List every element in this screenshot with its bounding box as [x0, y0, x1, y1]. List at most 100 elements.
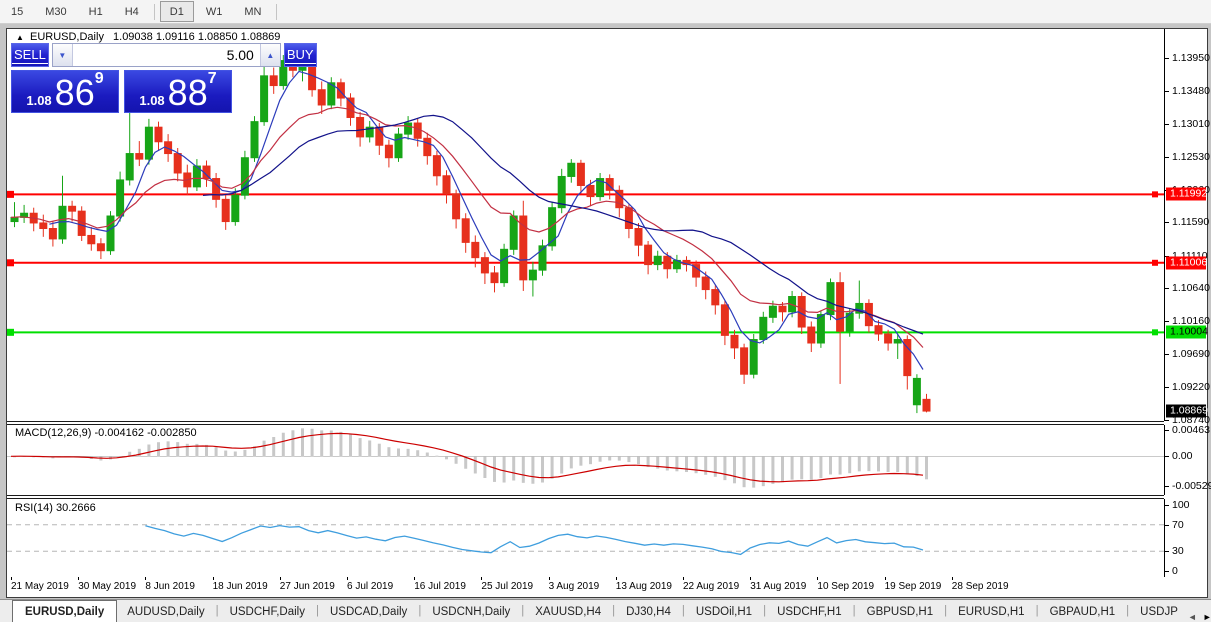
- date-tick: [750, 577, 752, 580]
- timeframe-button-15[interactable]: 15: [11, 5, 24, 18]
- macd-histogram-bar: [281, 432, 285, 457]
- chart-tab-usdcnh-daily[interactable]: USDCNH,Daily: [432, 605, 511, 618]
- candle-body: [221, 198, 230, 223]
- ma-line-sma5: [49, 70, 924, 370]
- candle-body: [87, 234, 96, 245]
- chart-tab-gbpaud-h1[interactable]: GBPAUD,H1: [1049, 605, 1116, 618]
- chart-tab-xauusd-h4[interactable]: XAUUSD,H4: [535, 605, 602, 618]
- timeframe-button-w1[interactable]: W1: [205, 5, 223, 18]
- volume-decrease-icon[interactable]: ▼: [52, 44, 73, 66]
- date-label: 13 Aug 2019: [615, 581, 672, 592]
- ma-line-sma21: [202, 114, 924, 335]
- date-label: 16 Jul 2019: [414, 581, 466, 592]
- candle-body: [538, 245, 547, 271]
- macd-histogram-bar: [637, 456, 640, 465]
- candle-body: [644, 244, 653, 266]
- volume-increase-icon[interactable]: ▲: [259, 44, 280, 66]
- candle-body: [432, 155, 441, 177]
- date-tick: [414, 577, 416, 580]
- macd-histogram-bar: [550, 456, 554, 479]
- candle-body: [778, 305, 787, 313]
- chart-tab-eurusd-daily[interactable]: EURUSD,Daily: [12, 600, 118, 622]
- macd-histogram-bar: [694, 456, 698, 474]
- chart-title: ▲ EURUSD,Daily 1.09038 1.09116 1.08850 1…: [16, 31, 280, 43]
- candle-body: [279, 60, 288, 87]
- pane-splitter[interactable]: [7, 421, 1164, 425]
- chart-tab-audusd-daily[interactable]: AUDUSD,Daily: [127, 605, 205, 618]
- candle-body: [442, 175, 451, 195]
- collapse-arrow-icon[interactable]: ▲: [16, 33, 24, 42]
- macd-histogram-bar: [224, 450, 228, 457]
- pane-splitter[interactable]: [7, 495, 1164, 499]
- chart-tab-usdchf-daily[interactable]: USDCHF,Daily: [229, 605, 305, 618]
- timeframe-button-mn[interactable]: MN: [244, 5, 262, 18]
- price-chart-pane[interactable]: [7, 29, 1165, 421]
- chart-tab-dj30-h4[interactable]: DJ30,H4: [626, 605, 671, 618]
- ma-line-ema13: [10, 106, 924, 348]
- chart-tab-eurusd-h1[interactable]: EURUSD,H1: [958, 605, 1025, 618]
- timeframe-button-h4[interactable]: H4: [124, 5, 139, 18]
- sell-quote[interactable]: 1.08 86 9: [11, 70, 119, 113]
- date-axis[interactable]: 21 May 2019 30 May 2019 8 Jun 2019 18 Jun 2…: [7, 577, 1207, 597]
- candle-body: [557, 175, 566, 209]
- toolbar-separator: [153, 3, 155, 20]
- macd-histogram-bar: [512, 456, 516, 481]
- macd-histogram-bar: [925, 456, 928, 480]
- price-axis[interactable]: 1.139501.134801.130101.125301.120601.115…: [1165, 29, 1211, 577]
- candle-body: [58, 205, 67, 240]
- candle-body: [711, 289, 720, 306]
- volume-input[interactable]: [72, 44, 260, 66]
- sell-button[interactable]: SELL: [11, 43, 49, 67]
- chart-tab-usdcad-daily[interactable]: USDCAD,Daily: [329, 605, 408, 618]
- candle-body: [490, 272, 499, 284]
- current-price-badge: 1.08869: [1166, 404, 1208, 418]
- macd-histogram-bar: [761, 456, 765, 487]
- macd-histogram-bar: [253, 446, 256, 457]
- candle-body: [596, 178, 605, 198]
- macd-histogram-bar: [464, 456, 468, 469]
- hline-handle-right: [1152, 329, 1158, 336]
- macd-histogram-bar: [829, 456, 832, 475]
- timeframe-button-h1[interactable]: H1: [88, 5, 103, 18]
- timeframe-button-m30[interactable]: M30: [45, 5, 67, 18]
- candle-body: [413, 122, 422, 139]
- chart-tab-gbpusd-h1[interactable]: GBPUSD,H1: [866, 605, 934, 618]
- tab-separator: |: [852, 605, 856, 617]
- macd-histogram-bar: [339, 431, 343, 457]
- macd-histogram-bar: [704, 456, 708, 475]
- macd-histogram-bar: [214, 447, 218, 457]
- macd-pane[interactable]: [7, 425, 1165, 495]
- volume-stepper: ▼ ▲: [51, 43, 281, 67]
- date-tick: [884, 577, 886, 580]
- macd-histogram-bar: [867, 456, 871, 472]
- tab-separator: |: [315, 605, 319, 617]
- hline-handle-left: [7, 328, 14, 336]
- candle-body: [125, 153, 134, 181]
- rsi-svg: [7, 524, 1164, 556]
- chart-tab-usdjp[interactable]: USDJP: [1140, 605, 1178, 618]
- macd-histogram-bar: [713, 456, 717, 477]
- tab-scroll-left-icon[interactable]: ◄: [1187, 612, 1197, 622]
- candle-body: [740, 347, 749, 375]
- chart-tab-usdoil-h1[interactable]: USDOil,H1: [695, 605, 753, 618]
- macd-histogram-bar: [358, 438, 362, 457]
- tab-scroll-arrows: ◄ ►: [1188, 612, 1211, 622]
- tab-separator: |: [521, 605, 525, 617]
- chart-tab-usdchf-h1[interactable]: USDCHF,H1: [777, 605, 842, 618]
- macd-histogram-bar: [617, 456, 621, 461]
- candle-body: [365, 126, 374, 138]
- buy-quote[interactable]: 1.08 88 7: [124, 70, 232, 113]
- candle-body: [720, 304, 729, 336]
- buy-button[interactable]: BUY: [283, 43, 317, 67]
- macd-signal-line: [10, 432, 924, 483]
- macd-histogram-bar: [291, 430, 295, 457]
- candle-body: [231, 194, 240, 223]
- date-label: 31 Aug 2019: [750, 581, 807, 592]
- timeframe-button-d1[interactable]: D1: [159, 1, 194, 22]
- rsi-pane[interactable]: [7, 499, 1165, 577]
- date-tick: [347, 577, 348, 580]
- tab-scroll-right-icon[interactable]: ►: [1202, 612, 1211, 622]
- candle-body: [356, 116, 365, 138]
- candle-body: [874, 325, 883, 335]
- candle-body: [10, 216, 19, 223]
